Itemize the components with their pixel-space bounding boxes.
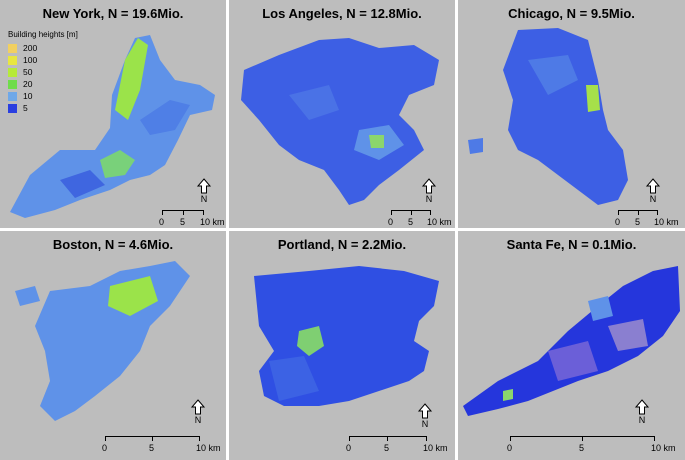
panel-title: Los Angeles, N = 12.8Mio. [262,6,422,21]
scale-label: 5 [579,443,585,453]
legend-label: 10 [23,91,33,101]
legend-label: 5 [23,103,28,113]
scale-label: 0 [346,443,352,453]
scale-label: 0 [507,443,513,453]
panel-title: Chicago, N = 9.5Mio. [508,6,635,21]
legend-swatch [8,91,17,101]
legend-label: 50 [23,67,33,77]
scale-label: 10 km [654,217,679,227]
scale-label: 10 km [427,217,452,227]
map-panel-new-york: New York, N = 19.6Mio. Building heights … [0,0,226,228]
scale-bar: 0 5 10 km [346,436,448,460]
scale-label: 5 [180,217,186,227]
legend-item: 5 [8,102,78,114]
north-arrow-icon [196,178,212,194]
map-panel-chicago: Chicago, N = 9.5Mio. N 0 5 10 km [458,0,685,228]
north-arrow-icon [190,399,206,415]
map-panel-boston: Boston, N = 4.6Mio. N 0 5 10 km [0,231,226,460]
north-label: N [638,415,646,425]
scale-label: 10 km [651,443,676,453]
chicago-map-shape [468,28,628,205]
scale-bar: 0 5 10 km [615,210,679,228]
north-label: N [421,419,429,429]
scale-label: 0 [615,217,621,227]
scale-label: 0 [102,443,108,453]
scale-label: 5 [635,217,641,227]
los-angeles-map-shape [241,38,439,205]
scale-label: 10 km [423,443,448,453]
legend-label: 200 [23,43,38,53]
north-label: N [649,194,657,204]
legend-item: 200 [8,42,78,54]
height-legend: Building heights [m] 200 100 50 20 10 5 [8,30,78,114]
legend-item: 20 [8,78,78,90]
north-label: N [194,415,202,425]
legend-item: 100 [8,54,78,66]
legend-label: 20 [23,79,33,89]
north-label: N [200,194,208,204]
map-panel-portland: Portland, N = 2.2Mio. N 0 5 10 km [229,231,455,460]
north-arrow-icon [417,403,433,419]
north-label: N [425,194,433,204]
north-arrow-icon [634,399,650,415]
santa-fe-map-shape [463,266,680,416]
boston-map-shape [15,261,190,421]
legend-label: 100 [23,55,38,65]
scale-bar: 0 5 10 km [388,210,452,228]
scale-label: 10 km [196,443,221,453]
panel-title: New York, N = 19.6Mio. [42,6,184,21]
panel-title: Portland, N = 2.2Mio. [277,237,407,252]
scale-bar: 0 5 10 km [102,436,221,460]
scale-label: 5 [384,443,390,453]
new-york-map-shape [10,35,215,218]
legend-swatch [8,79,17,89]
panel-title: Boston, N = 4.6Mio. [52,237,174,252]
legend-item: 10 [8,90,78,102]
legend-swatch [8,67,17,77]
legend-title: Building heights [m] [8,30,78,39]
map-panel-santa-fe: Santa Fe, N = 0.1Mio. N 0 5 10 km [458,231,685,460]
scale-bar: 0 5 10 km [159,210,225,228]
legend-swatch [8,55,17,65]
legend-item: 50 [8,66,78,78]
scale-label: 5 [149,443,155,453]
scale-bar: 0 5 10 km [507,436,676,460]
scale-label: 0 [159,217,165,227]
scale-label: 10 km [200,217,225,227]
panel-title: Santa Fe, N = 0.1Mio. [506,237,637,252]
scale-label: 5 [408,217,414,227]
legend-swatch [8,43,17,53]
map-panel-los-angeles: Los Angeles, N = 12.8Mio. N 0 5 10 km [229,0,455,228]
scale-label: 0 [388,217,394,227]
legend-swatch [8,103,17,113]
portland-map-shape [254,266,439,406]
north-arrow-icon [645,178,661,194]
north-arrow-icon [421,178,437,194]
